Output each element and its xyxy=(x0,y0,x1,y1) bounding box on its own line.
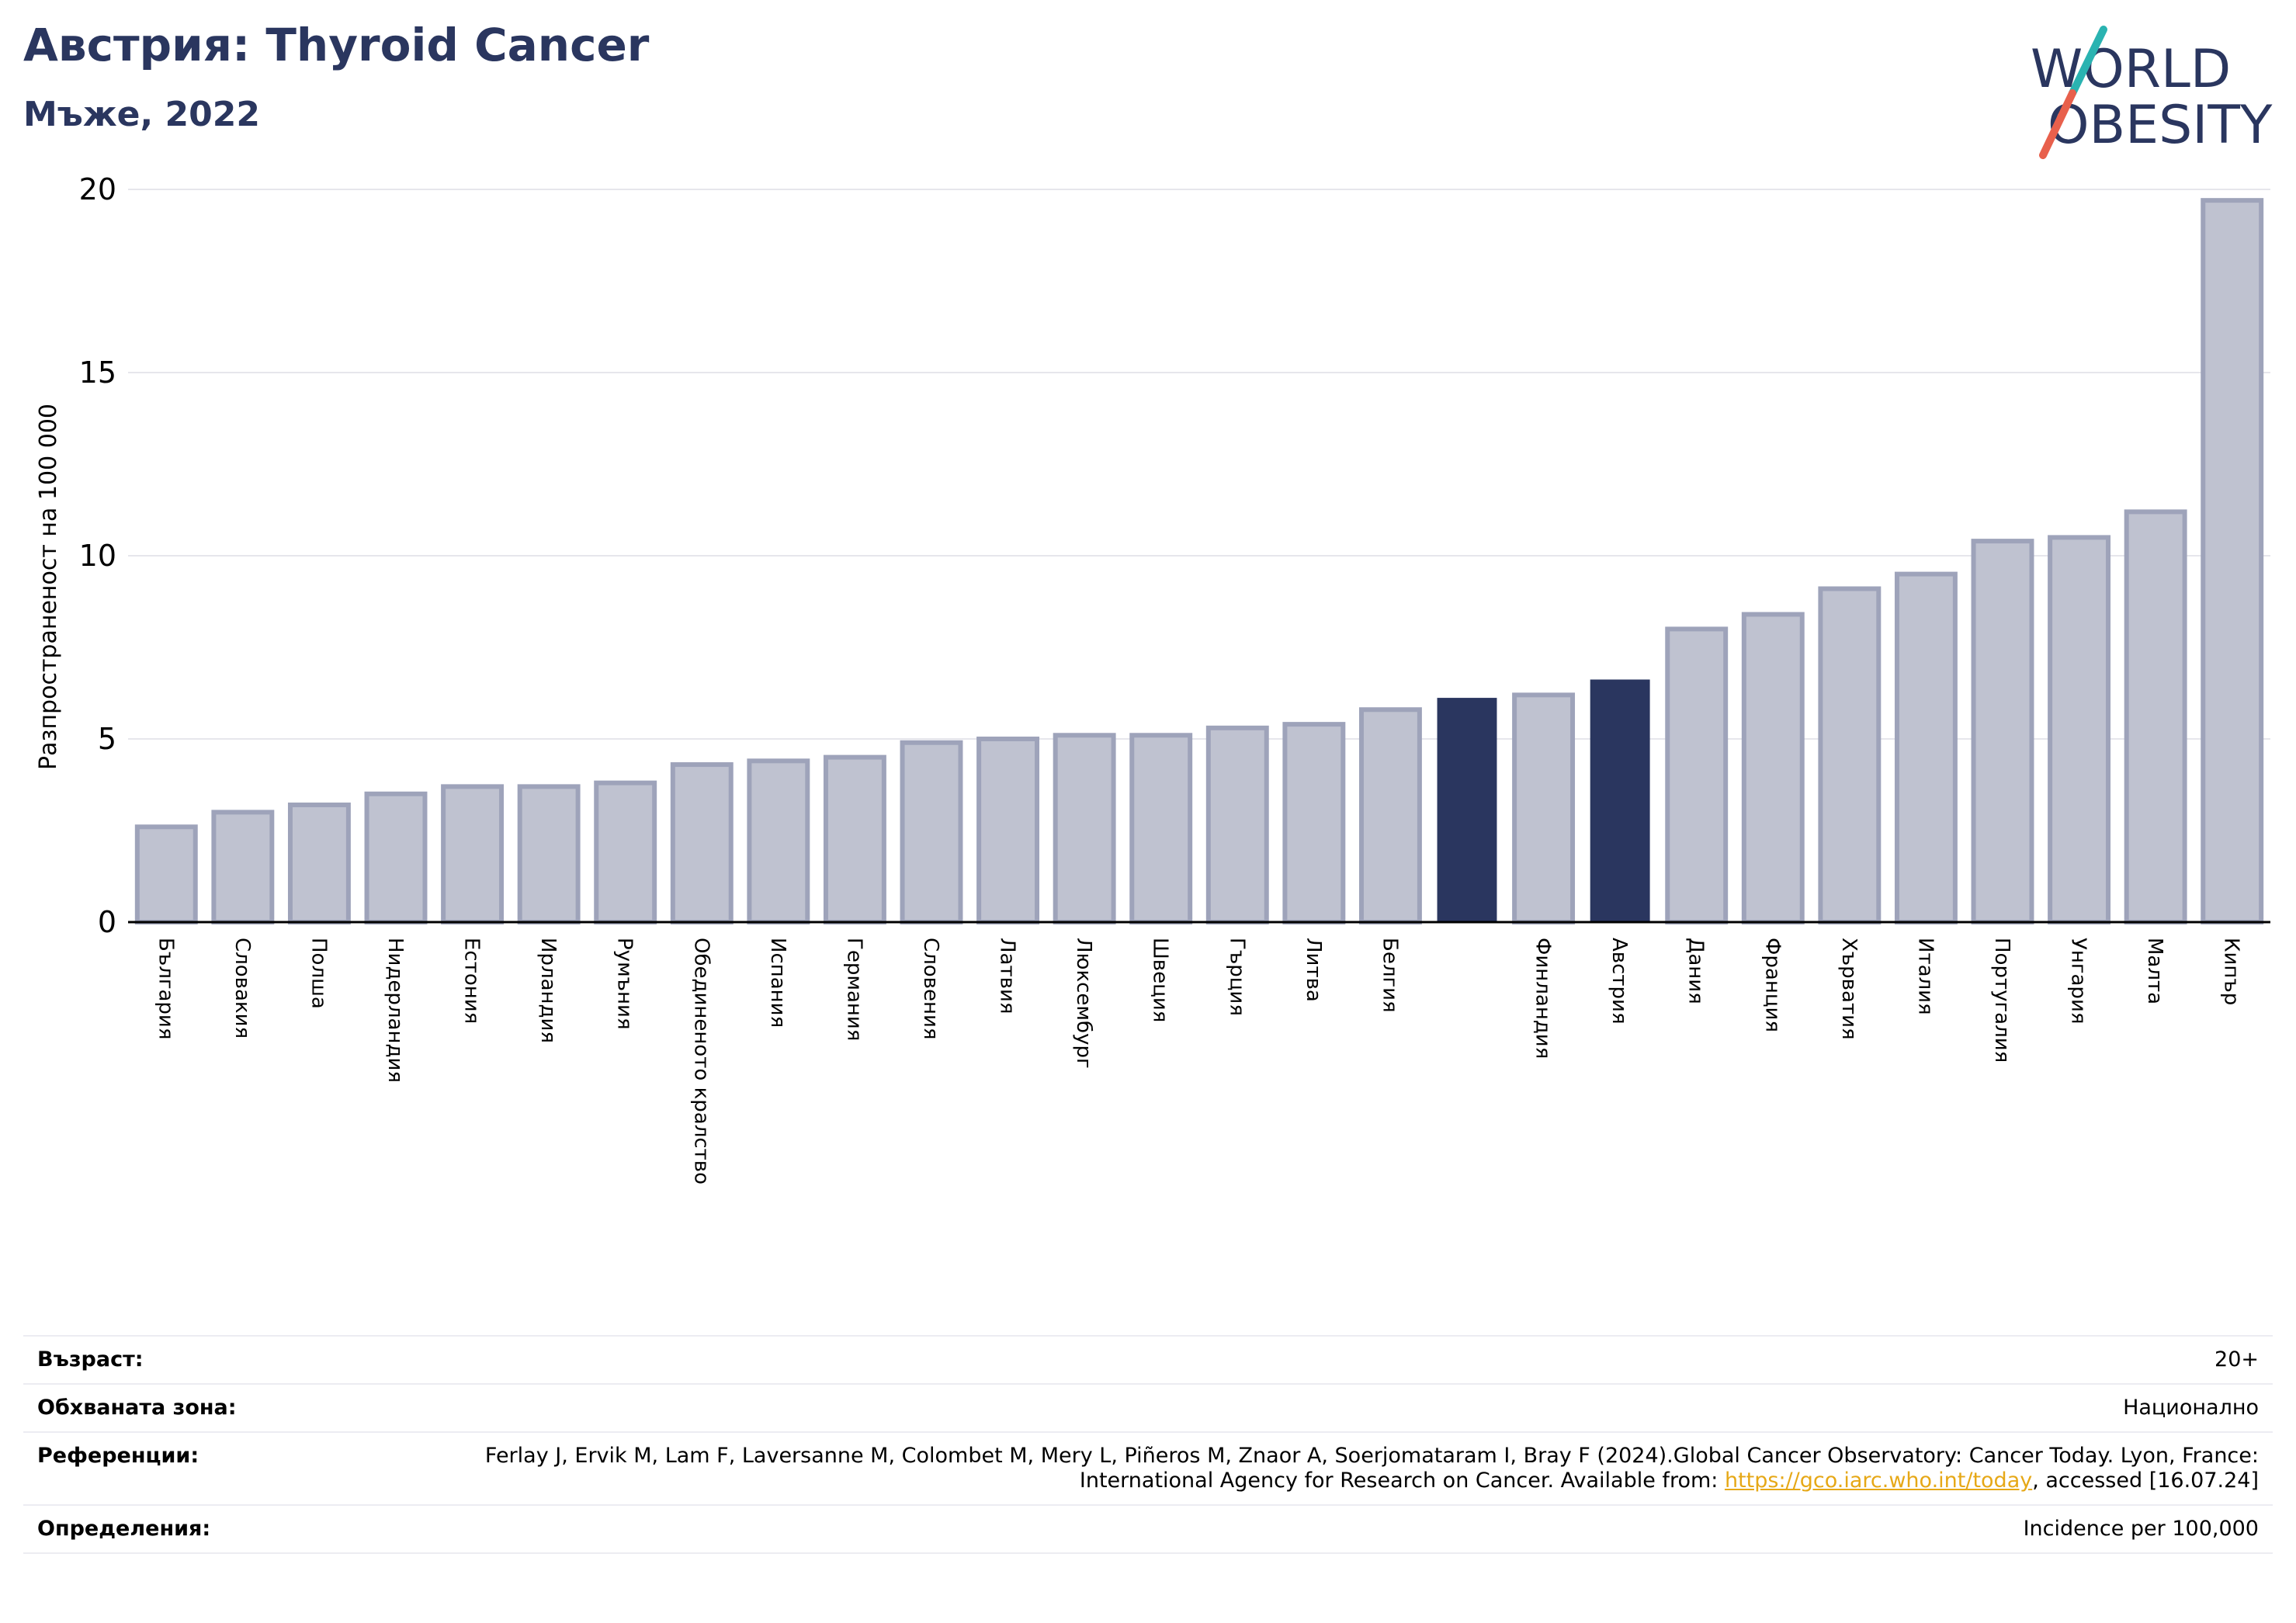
logo-line1: WORLD xyxy=(2031,39,2231,100)
bar xyxy=(670,762,734,924)
bar xyxy=(976,737,1040,924)
info-value-age: 20+ xyxy=(2214,1347,2259,1372)
x-tick-label: Ирландия xyxy=(536,938,560,1043)
x-tick-label: Италия xyxy=(1913,938,1937,1015)
info-row-definitions: Определения: Incidence per 100,000 xyxy=(23,1504,2273,1554)
bar xyxy=(1665,626,1729,925)
info-value-coverage: Национално xyxy=(2123,1396,2259,1420)
bar xyxy=(517,784,581,924)
x-tick-label: Латвия xyxy=(996,938,1019,1014)
x-tick-label: Словакия xyxy=(231,938,254,1039)
x-tick-label: Литва xyxy=(1302,938,1325,1002)
info-value-references: Ferlay J, Ervik M, Lam F, Laversanne M, … xyxy=(473,1444,2259,1493)
bar xyxy=(1205,725,1269,925)
tick-labels: 0 5 10 15 20 България Словакия Полша Нидерландия… xyxy=(35,172,2243,1184)
x-tick-label: Франция xyxy=(1760,938,1784,1032)
x-tick-label: Люксембург xyxy=(1072,938,1095,1069)
bar xyxy=(1590,679,1650,923)
x-tick-label: Португалия xyxy=(1990,938,2013,1063)
bar xyxy=(1437,698,1497,924)
x-tick-label: Словения xyxy=(919,938,942,1040)
page-title: Австрия: Thyroid Cancer xyxy=(23,19,650,71)
bar xyxy=(594,780,657,925)
logo-slash-top-icon xyxy=(2069,26,2107,97)
reference-text: Ferlay J, Ervik M, Lam F, Laversanne M, … xyxy=(484,1444,2259,1493)
x-tick-label: Австрия xyxy=(1608,938,1631,1025)
logo-line2: OBESITY xyxy=(2048,95,2273,156)
world-obesity-logo: WORLD OBESITY xyxy=(2031,26,2273,159)
bar xyxy=(1053,733,1116,925)
bar xyxy=(1512,692,1576,924)
bar xyxy=(1358,707,1422,924)
info-label-age: Възраст: xyxy=(37,1347,144,1372)
bar xyxy=(1818,586,1882,924)
y-tick-label: 10 xyxy=(79,539,116,573)
bar xyxy=(2048,535,2111,925)
bar xyxy=(747,758,810,924)
x-tick-label: България xyxy=(154,938,177,1039)
bar xyxy=(1894,571,1958,924)
bar xyxy=(1741,612,1805,925)
reference-accessed: , accessed [16.07.24] xyxy=(2032,1469,2259,1493)
x-tick-label: Дания xyxy=(1684,938,1708,1004)
bar xyxy=(823,754,886,924)
reference-link[interactable]: https://gco.iarc.who.int/today xyxy=(1724,1469,2033,1493)
bar xyxy=(287,802,351,924)
info-value-definitions: Incidence per 100,000 xyxy=(2023,1517,2259,1541)
x-tick-label: Кипър xyxy=(2220,938,2243,1005)
x-tick-label: Обединеното кралство xyxy=(689,938,713,1184)
y-tick-label: 0 xyxy=(98,905,116,939)
info-row-coverage: Обхваната зона: Национално xyxy=(23,1383,2273,1431)
bar xyxy=(134,824,198,925)
bar xyxy=(1129,733,1193,925)
bar xyxy=(364,791,428,924)
x-tick-label: Хърватия xyxy=(1837,938,1861,1040)
x-tick-label: Унгария xyxy=(2067,938,2090,1024)
x-tick-label: Малта xyxy=(2143,938,2166,1004)
bar xyxy=(2124,509,2187,924)
x-tick-label: Румъния xyxy=(613,938,636,1030)
bar xyxy=(1971,539,2034,924)
info-row-references: Референции: Ferlay J, Ervik M, Lam F, La… xyxy=(23,1431,2273,1504)
x-tick-label: Полша xyxy=(307,938,330,1009)
info-table: Възраст: 20+ Обхваната зона: Национално … xyxy=(23,1335,2273,1554)
bar xyxy=(1282,722,1346,924)
info-label-references: Референции: xyxy=(37,1444,199,1468)
bar xyxy=(900,740,963,924)
x-tick-label: Финландия xyxy=(1531,938,1555,1059)
bar xyxy=(441,784,505,924)
bar xyxy=(211,810,275,925)
x-tick-label: Естония xyxy=(460,938,484,1024)
x-tick-label: Гърция xyxy=(1225,938,1248,1016)
y-tick-label: 20 xyxy=(79,172,116,206)
info-row-age: Възраст: 20+ xyxy=(23,1335,2273,1383)
y-tick-label: 15 xyxy=(79,355,116,390)
bar xyxy=(2201,198,2264,925)
page-subtitle: Мъже, 2022 xyxy=(23,95,260,134)
x-tick-label: Белгия xyxy=(1378,938,1401,1013)
x-tick-label: Нидерландия xyxy=(383,938,407,1083)
bars xyxy=(134,198,2264,925)
x-tick-label: Швеция xyxy=(1149,938,1172,1022)
info-label-definitions: Определения: xyxy=(37,1517,211,1541)
x-tick-label: Германия xyxy=(842,938,865,1041)
info-label-coverage: Обхваната зона: xyxy=(37,1396,237,1420)
bar-chart: 0 5 10 15 20 България Словакия Полша Нидерландия… xyxy=(35,172,2270,1184)
y-tick-label: 5 xyxy=(98,722,116,756)
y-axis-label: Разпространеност на 100 000 xyxy=(35,404,62,770)
logo-slash-bottom-icon xyxy=(2039,89,2076,159)
x-tick-label: Испания xyxy=(766,938,789,1028)
